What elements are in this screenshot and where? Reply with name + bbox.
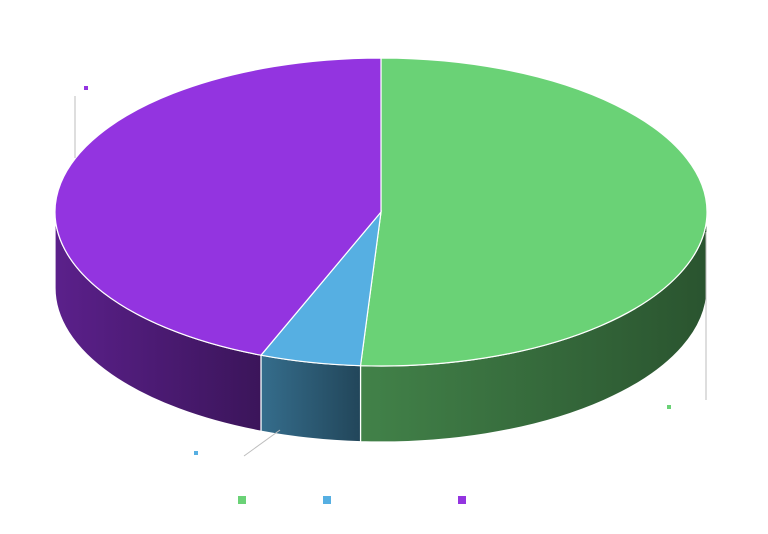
- pie-slice-0[interactable]: [359, 57, 708, 367]
- legend-swatch-2[interactable]: [458, 496, 466, 504]
- legend-swatch-1[interactable]: [323, 496, 331, 504]
- data-label-marker-1: [194, 451, 198, 455]
- legend-swatch-0[interactable]: [238, 496, 246, 504]
- leader-line-1: [243, 429, 281, 457]
- pie-slice-2[interactable]: [54, 57, 382, 356]
- pie-slice-side-1: [260, 354, 362, 443]
- data-label-marker-2: [84, 86, 88, 90]
- data-label-marker-0: [667, 405, 671, 409]
